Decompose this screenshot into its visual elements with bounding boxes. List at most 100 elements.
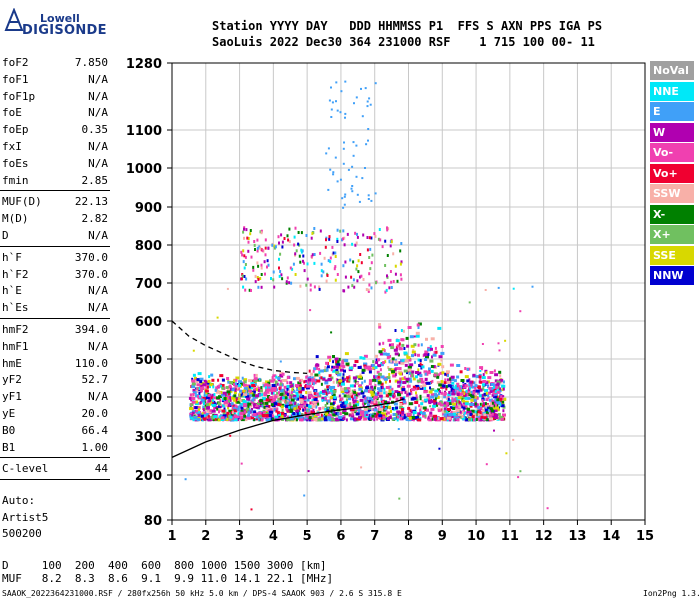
param-value: N/A (88, 284, 108, 298)
echo-point (236, 386, 239, 390)
echo-point (485, 398, 489, 402)
x-tick-label: 4 (269, 529, 278, 544)
echo-point (207, 408, 210, 412)
echo-point (352, 398, 355, 401)
echo-point (330, 116, 333, 118)
echo-point (497, 286, 500, 289)
echo-point (334, 357, 339, 361)
echo-point (419, 362, 422, 366)
echo-point (207, 418, 212, 422)
echo-point (378, 228, 381, 231)
echo-point (221, 409, 226, 413)
echo-point (270, 389, 275, 392)
echo-point (451, 400, 455, 404)
echo-point (320, 369, 324, 373)
echo-point (451, 415, 456, 418)
echo-point (336, 237, 339, 241)
echo-point (240, 410, 244, 414)
echo-point (205, 385, 208, 389)
echo-point (453, 415, 456, 419)
echo-point (256, 246, 259, 250)
echo-point (497, 390, 501, 394)
echo-point (264, 253, 267, 257)
echo-point (394, 352, 399, 356)
echo-point (216, 407, 220, 411)
echo-point (320, 413, 323, 417)
x-tick-label: 8 (404, 529, 413, 544)
echo-point (265, 387, 270, 391)
legend-item-sse: SSE (650, 245, 694, 265)
echo-point (378, 350, 383, 354)
echo-point (344, 260, 347, 264)
echo-point (467, 396, 472, 400)
echo-point (203, 412, 207, 416)
echo-point (302, 259, 304, 263)
chart-grid (171, 62, 646, 521)
echo-point (344, 359, 349, 362)
echo-point (310, 418, 314, 422)
echo-point (461, 389, 464, 393)
param-separator (0, 190, 110, 192)
echo-point (376, 387, 380, 391)
param-label: C-level (2, 462, 49, 476)
echo-point (296, 388, 300, 391)
footer-muf-row: MUF 8.2 8.3 8.6 9.1 9.9 11.0 14.1 22.1 [… (2, 572, 334, 585)
param-row-clevel: C-level 44 (0, 460, 108, 478)
echo-point (382, 341, 385, 345)
echo-point (286, 393, 289, 397)
echo-point (229, 384, 232, 388)
echo-point (393, 368, 397, 372)
param-value: N/A (88, 89, 108, 103)
echo-point (427, 417, 429, 421)
echo-point (479, 413, 482, 417)
echo-point (464, 367, 467, 370)
echo-point (237, 405, 240, 409)
echo-point (297, 403, 300, 407)
echo-point (277, 394, 280, 398)
echo-point (386, 228, 389, 232)
echo-point (487, 394, 490, 398)
echo-point (243, 266, 246, 270)
echo-point (326, 274, 329, 277)
echo-point (239, 389, 242, 393)
echo-point (378, 408, 383, 411)
echo-point (462, 383, 465, 387)
echo-point (492, 401, 496, 405)
echo-point (197, 372, 202, 376)
echo-point (498, 370, 502, 374)
echo-point (430, 407, 435, 411)
echo-point (191, 403, 194, 407)
echo-point (400, 329, 403, 332)
echo-point (311, 376, 314, 380)
echo-point (265, 398, 270, 402)
echo-point (488, 398, 492, 402)
echo-point (377, 375, 380, 379)
echo-point (373, 375, 376, 379)
echo-point (378, 394, 383, 398)
echo-point (356, 400, 359, 404)
echo-point (303, 494, 306, 497)
echo-point (342, 410, 346, 414)
echo-point (226, 388, 230, 392)
echo-point (493, 406, 496, 410)
echo-point (343, 195, 346, 198)
echo-point (470, 418, 473, 422)
echo-point (443, 415, 446, 419)
echo-point (365, 413, 368, 416)
echo-point (327, 390, 329, 394)
echo-point (495, 403, 497, 407)
param-label: fxI (2, 140, 22, 153)
echo-point (446, 416, 451, 420)
echo-point (487, 395, 490, 399)
echo-point (242, 404, 247, 408)
echo-point (254, 404, 259, 407)
echo-point (253, 240, 256, 243)
echo-point (477, 413, 480, 417)
echo-point (417, 358, 421, 362)
echo-point (299, 418, 302, 422)
echo-point (377, 372, 382, 376)
echo-point (362, 395, 366, 399)
echo-point (270, 277, 272, 280)
echo-point (332, 401, 335, 405)
param-value: 1.00 (81, 440, 109, 454)
